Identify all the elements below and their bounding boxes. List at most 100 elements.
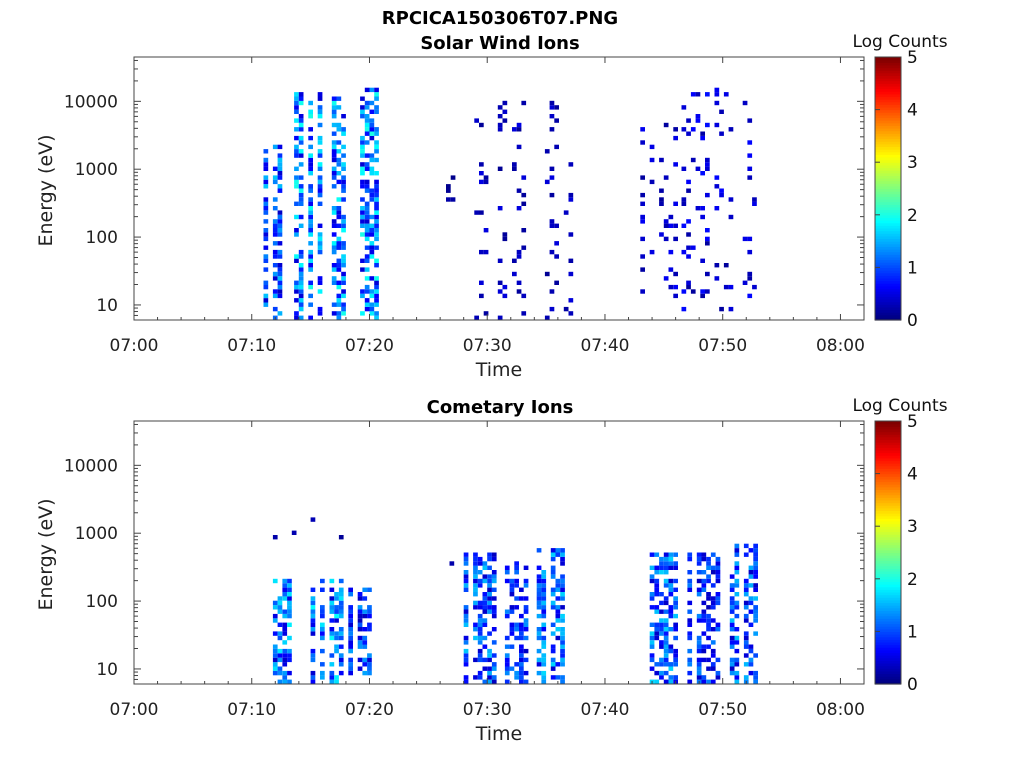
colorbar-step bbox=[875, 599, 901, 604]
heatmap-cell bbox=[282, 662, 288, 667]
heatmap-cell bbox=[272, 289, 278, 294]
colorbar-step bbox=[875, 206, 901, 211]
heatmap-cell bbox=[298, 302, 304, 307]
heatmap-cell bbox=[729, 622, 735, 627]
heatmap-cell bbox=[743, 640, 749, 645]
heatmap-cell bbox=[523, 635, 529, 641]
heatmap-cell bbox=[362, 662, 368, 667]
colorbar-step bbox=[875, 510, 901, 514]
heatmap-cell bbox=[568, 258, 574, 263]
heatmap-cell bbox=[298, 289, 304, 294]
heatmap-cell bbox=[329, 618, 335, 623]
heatmap-cell bbox=[369, 311, 375, 316]
heatmap-cell bbox=[341, 289, 346, 294]
heatmap-cell bbox=[369, 192, 375, 198]
colorbar-step bbox=[875, 128, 901, 132]
heatmap-cell bbox=[663, 653, 669, 658]
colorbar-step bbox=[875, 238, 901, 242]
heatmap-cell bbox=[263, 258, 269, 263]
x-tick-label: 07:20 bbox=[345, 336, 394, 356]
heatmap-cell bbox=[491, 587, 497, 592]
heatmap-cell bbox=[479, 293, 484, 299]
heatmap-cell bbox=[519, 622, 524, 627]
colorbar-step bbox=[875, 552, 901, 556]
heatmap-cell bbox=[277, 600, 283, 606]
heatmap-cell bbox=[663, 600, 669, 606]
heatmap-cell bbox=[294, 96, 299, 101]
heatmap-cell bbox=[336, 140, 342, 145]
heatmap-cell bbox=[287, 592, 292, 597]
heatmap-cell bbox=[681, 306, 687, 312]
heatmap-cell bbox=[710, 640, 716, 645]
heatmap-cell bbox=[560, 556, 565, 562]
colorbar-step bbox=[875, 560, 901, 564]
heatmap-cell bbox=[673, 561, 678, 566]
heatmap-cell bbox=[317, 241, 323, 246]
heatmap-cell bbox=[649, 565, 655, 570]
heatmap-cell bbox=[317, 306, 323, 312]
heatmap-cell bbox=[734, 592, 740, 597]
heatmap-cell bbox=[663, 561, 669, 566]
heatmap-cell bbox=[477, 556, 483, 562]
heatmap-cell bbox=[663, 583, 669, 588]
heatmap-cell bbox=[348, 605, 353, 610]
heatmap-cell bbox=[287, 622, 292, 627]
heatmap-cell bbox=[516, 122, 522, 128]
x-tick-label: 07:20 bbox=[345, 700, 394, 720]
heatmap-cell bbox=[483, 249, 489, 255]
heatmap-cell bbox=[549, 219, 555, 224]
heatmap-cell bbox=[367, 670, 372, 676]
heatmap-cell bbox=[491, 662, 497, 667]
heatmap-cell bbox=[673, 293, 678, 299]
colorbar-step bbox=[875, 193, 901, 197]
heatmap-cell bbox=[696, 592, 702, 597]
heatmap-cell bbox=[298, 153, 304, 158]
heatmap-cell bbox=[659, 201, 664, 206]
heatmap-cell bbox=[263, 184, 269, 189]
heatmap-cell bbox=[338, 535, 344, 540]
heatmap-cell bbox=[374, 289, 379, 294]
heatmap-cell bbox=[338, 592, 344, 597]
heatmap-cell bbox=[706, 666, 711, 671]
heatmap-cell bbox=[369, 293, 375, 299]
heatmap-cell bbox=[687, 552, 693, 557]
heatmap-cell bbox=[308, 114, 313, 119]
heatmap-cell bbox=[696, 644, 702, 649]
heatmap-cell bbox=[753, 618, 758, 623]
heatmap-cell bbox=[649, 644, 655, 649]
heatmap-cell bbox=[277, 214, 283, 220]
heatmap-cell bbox=[263, 201, 269, 206]
heatmap-cell bbox=[710, 596, 716, 601]
heatmap-cell bbox=[715, 622, 721, 627]
heatmap-cell bbox=[477, 640, 483, 645]
heatmap-cell bbox=[715, 596, 721, 601]
heatmap-cell bbox=[308, 228, 313, 233]
heatmap-cell bbox=[550, 570, 556, 575]
heatmap-cell bbox=[263, 162, 269, 167]
heatmap-cell bbox=[331, 114, 337, 119]
heatmap-cell bbox=[364, 232, 370, 237]
heatmap-cell bbox=[310, 605, 316, 610]
heatmap-cell bbox=[338, 644, 344, 649]
heatmap-cell bbox=[263, 298, 269, 303]
heatmap-cell bbox=[714, 206, 720, 211]
heatmap-cell bbox=[294, 175, 299, 180]
heatmap-cell bbox=[263, 179, 269, 185]
heatmap-cell bbox=[263, 206, 269, 211]
heatmap-cell bbox=[298, 149, 304, 154]
colorbar-step bbox=[875, 225, 901, 229]
heatmap-cell bbox=[263, 149, 269, 154]
heatmap-cell bbox=[654, 631, 660, 636]
heatmap-cell bbox=[549, 175, 555, 180]
heatmap-cell bbox=[329, 596, 335, 601]
heatmap-cell bbox=[706, 561, 711, 566]
heatmap-cell bbox=[282, 587, 288, 592]
heatmap-cell bbox=[497, 315, 503, 320]
heatmap-cell bbox=[338, 657, 344, 663]
heatmap-cell bbox=[329, 587, 335, 592]
heatmap-cell bbox=[374, 157, 379, 163]
heatmap-cell bbox=[341, 306, 346, 312]
heatmap-cell bbox=[369, 302, 375, 307]
heatmap-cell bbox=[555, 609, 561, 614]
